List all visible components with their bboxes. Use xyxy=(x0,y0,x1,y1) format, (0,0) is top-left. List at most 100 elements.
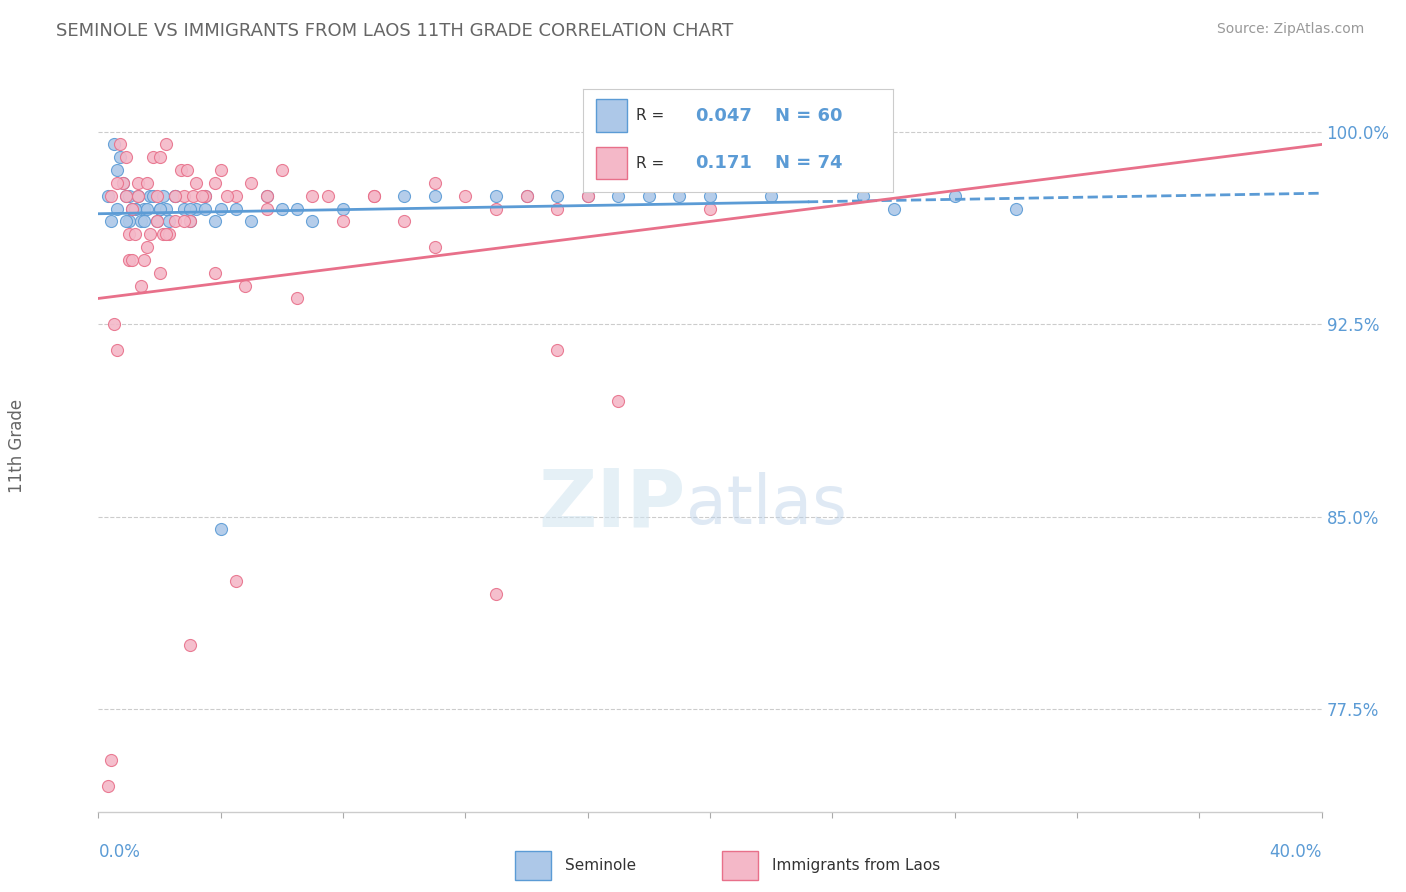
Point xyxy=(173,202,195,216)
Point xyxy=(118,252,141,267)
Point xyxy=(149,266,172,280)
Point xyxy=(233,278,256,293)
FancyBboxPatch shape xyxy=(596,146,627,179)
Point xyxy=(423,176,446,190)
Point xyxy=(423,240,446,254)
Point xyxy=(546,188,568,202)
Point xyxy=(638,188,661,202)
Point xyxy=(204,266,226,280)
Point xyxy=(163,188,186,202)
Point xyxy=(157,227,180,242)
Text: SEMINOLE VS IMMIGRANTS FROM LAOS 11TH GRADE CORRELATION CHART: SEMINOLE VS IMMIGRANTS FROM LAOS 11TH GR… xyxy=(56,22,734,40)
Point xyxy=(516,188,538,202)
Point xyxy=(301,214,323,228)
Point xyxy=(173,188,195,202)
Point xyxy=(118,214,141,228)
Point xyxy=(179,202,201,216)
Point xyxy=(883,202,905,216)
Point xyxy=(607,176,630,190)
Point xyxy=(423,188,446,202)
Point xyxy=(121,252,143,267)
Point xyxy=(127,188,149,202)
Point xyxy=(155,227,177,242)
Point xyxy=(943,188,966,202)
Point xyxy=(256,202,278,216)
Point xyxy=(576,188,599,202)
Point xyxy=(485,586,508,600)
Point xyxy=(363,188,385,202)
Point xyxy=(136,240,159,254)
Point xyxy=(157,214,180,228)
Point xyxy=(179,638,201,652)
Point xyxy=(145,214,167,228)
Point xyxy=(97,779,120,793)
Point xyxy=(204,214,226,228)
FancyBboxPatch shape xyxy=(596,99,627,132)
Point xyxy=(97,188,120,202)
Text: 0.171: 0.171 xyxy=(695,154,752,172)
Point xyxy=(121,202,143,216)
Point xyxy=(149,202,172,216)
Point xyxy=(127,176,149,190)
Point xyxy=(142,150,165,164)
Point xyxy=(118,188,141,202)
Point xyxy=(100,753,122,767)
Point xyxy=(134,202,156,216)
Point xyxy=(194,188,217,202)
Text: Source: ZipAtlas.com: Source: ZipAtlas.com xyxy=(1216,22,1364,37)
Point xyxy=(546,202,568,216)
Point xyxy=(225,188,247,202)
Point xyxy=(256,188,278,202)
Point xyxy=(668,188,690,202)
Point xyxy=(139,227,162,242)
Point xyxy=(152,227,174,242)
Point xyxy=(100,214,122,228)
Point xyxy=(136,202,159,216)
Point xyxy=(149,202,172,216)
Point xyxy=(204,176,226,190)
Text: R =: R = xyxy=(636,108,664,123)
Point xyxy=(121,202,143,216)
Point xyxy=(209,202,232,216)
Point xyxy=(105,176,128,190)
Point xyxy=(170,163,193,178)
Point xyxy=(152,188,174,202)
Point xyxy=(100,188,122,202)
Point xyxy=(392,188,416,202)
Point xyxy=(852,188,875,202)
Point xyxy=(699,188,721,202)
Point xyxy=(270,202,294,216)
Point xyxy=(105,163,128,178)
Point xyxy=(105,343,128,357)
Point xyxy=(124,227,146,242)
Point xyxy=(301,188,323,202)
Point xyxy=(516,188,538,202)
Point xyxy=(225,202,247,216)
Point xyxy=(392,214,416,228)
Point xyxy=(115,214,138,228)
Point xyxy=(546,343,568,357)
Text: N = 60: N = 60 xyxy=(775,107,842,125)
FancyBboxPatch shape xyxy=(723,851,758,880)
Point xyxy=(194,188,217,202)
Point xyxy=(363,188,385,202)
Point xyxy=(316,188,339,202)
Point xyxy=(163,214,186,228)
Point xyxy=(181,188,204,202)
Text: N = 74: N = 74 xyxy=(775,154,842,172)
Point xyxy=(136,176,159,190)
Point xyxy=(103,137,125,152)
Point xyxy=(111,176,134,190)
Point xyxy=(118,227,141,242)
Point xyxy=(163,188,186,202)
Point xyxy=(240,176,263,190)
Point xyxy=(115,150,138,164)
Point xyxy=(332,202,354,216)
Point xyxy=(115,188,138,202)
Point xyxy=(1004,202,1026,216)
Point xyxy=(179,214,201,228)
Point xyxy=(485,202,508,216)
Point xyxy=(163,188,186,202)
Point xyxy=(145,214,167,228)
Point xyxy=(105,202,128,216)
